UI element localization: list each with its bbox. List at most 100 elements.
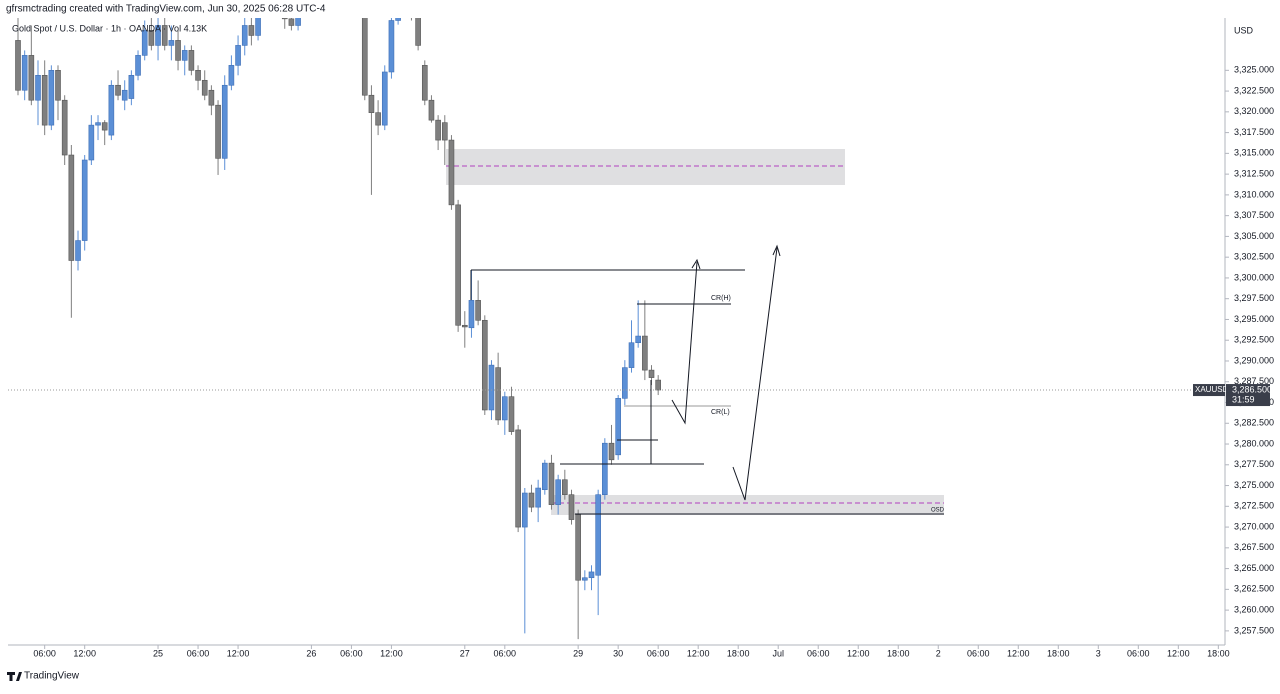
candle-body bbox=[248, 25, 255, 36]
candle-body bbox=[595, 494, 601, 576]
candle-body bbox=[148, 30, 155, 46]
countdown-text: 31:59 bbox=[1232, 394, 1255, 404]
candle-body bbox=[201, 79, 208, 96]
candle-body bbox=[235, 45, 241, 66]
candle-body bbox=[388, 20, 395, 73]
x-tick-label: 29 bbox=[573, 648, 583, 658]
price-tag-text: 3,286.500 bbox=[1232, 384, 1272, 394]
candle-body bbox=[15, 40, 21, 91]
x-tick-label: 27 bbox=[460, 648, 470, 658]
y-tick-label: 3,275.000 bbox=[1234, 480, 1274, 490]
candle-body bbox=[381, 71, 388, 126]
y-tick-label: 3,312.500 bbox=[1234, 169, 1274, 179]
candle-body bbox=[21, 55, 28, 91]
x-tick-label: 06:00 bbox=[807, 648, 830, 658]
candle-body bbox=[435, 119, 441, 141]
arrow-head bbox=[772, 244, 781, 257]
header-text: gfrsmctrading created with TradingView.c… bbox=[6, 4, 326, 15]
candle-body bbox=[522, 492, 528, 528]
x-tick-label: 06:00 bbox=[494, 648, 517, 658]
y-tick-label: 3,270.000 bbox=[1234, 521, 1274, 531]
brand-logo bbox=[7, 672, 22, 681]
y-tick-label: 3,292.500 bbox=[1234, 335, 1274, 345]
candle-body bbox=[555, 479, 561, 505]
y-tick-label: 3,300.000 bbox=[1234, 272, 1274, 282]
candle-body bbox=[75, 240, 81, 261]
y-tick-label: 3,290.000 bbox=[1234, 355, 1274, 365]
candle-body bbox=[488, 364, 495, 411]
candle-body bbox=[115, 84, 121, 96]
candle-body bbox=[88, 124, 95, 161]
candle-body bbox=[608, 442, 615, 461]
x-tick-label: 18:00 bbox=[1207, 648, 1230, 658]
candle-body bbox=[361, 18, 368, 96]
osd-label: OSD bbox=[931, 508, 945, 514]
candle-body bbox=[35, 75, 41, 101]
x-tick-label: 12:00 bbox=[380, 648, 403, 658]
candle-body bbox=[175, 40, 181, 61]
y-tick-label: 3,260.000 bbox=[1234, 604, 1274, 614]
y-tick-label: 3,305.000 bbox=[1234, 231, 1274, 241]
y-tick-label: 3,302.500 bbox=[1234, 252, 1274, 262]
candle-body bbox=[395, 18, 401, 21]
footer-brand: TradingView bbox=[24, 671, 80, 682]
candle-body bbox=[48, 70, 55, 126]
x-tick-label: 06:00 bbox=[33, 648, 56, 658]
candle-body bbox=[141, 30, 148, 56]
candle-body bbox=[108, 84, 115, 136]
candle-body bbox=[28, 55, 35, 101]
x-tick-label: 06:00 bbox=[1127, 648, 1150, 658]
x-tick-label: 12:00 bbox=[847, 648, 870, 658]
candle-body bbox=[615, 398, 621, 456]
candle-body bbox=[368, 94, 375, 113]
y-tick-label: 3,272.500 bbox=[1234, 501, 1274, 511]
candle-body bbox=[542, 462, 548, 491]
candle-body bbox=[288, 18, 295, 26]
cr-high-label: CR(H) bbox=[711, 295, 731, 302]
candle-body bbox=[602, 442, 608, 495]
y-tick-label: 3,277.500 bbox=[1234, 459, 1274, 469]
x-tick-label: 18:00 bbox=[887, 648, 910, 658]
candle-body bbox=[81, 159, 88, 241]
y-tick-label: 3,297.500 bbox=[1234, 293, 1274, 303]
candle-body bbox=[448, 139, 455, 206]
candle-body bbox=[502, 396, 508, 421]
candle-body bbox=[582, 577, 588, 581]
candle-body bbox=[508, 396, 515, 432]
candle-body bbox=[168, 40, 175, 46]
x-tick-label: 06:00 bbox=[340, 648, 363, 658]
x-tick-label: 12:00 bbox=[687, 648, 710, 658]
candle-body bbox=[228, 65, 235, 86]
candle-body bbox=[628, 342, 635, 368]
y-tick-label: 3,257.500 bbox=[1234, 625, 1274, 635]
candle-body bbox=[55, 70, 61, 101]
x-tick-label: 18:00 bbox=[1047, 648, 1070, 658]
y-tick-label: 3,262.500 bbox=[1234, 584, 1274, 594]
candle-body bbox=[461, 324, 468, 328]
y-tick-label: 3,307.500 bbox=[1234, 210, 1274, 220]
candle-body bbox=[622, 367, 628, 399]
candle-body bbox=[295, 18, 301, 26]
candle-body bbox=[562, 479, 568, 495]
candle-body bbox=[155, 25, 161, 46]
candle-body bbox=[135, 55, 141, 76]
x-tick-label: 26 bbox=[306, 648, 316, 658]
x-tick-label: 06:00 bbox=[647, 648, 670, 658]
y-tick-label: 3,325.000 bbox=[1234, 65, 1274, 75]
y-tick-label: 3,282.500 bbox=[1234, 418, 1274, 428]
candle-body bbox=[495, 367, 501, 421]
x-tick-label: 2 bbox=[936, 648, 941, 658]
cr-low-label: CR(L) bbox=[711, 409, 730, 416]
candle-body bbox=[441, 122, 448, 141]
demand-zone bbox=[551, 495, 944, 515]
candle-body bbox=[255, 18, 261, 36]
candle-body bbox=[188, 50, 195, 71]
y-tick-label: 3,310.000 bbox=[1234, 189, 1274, 199]
candle-body bbox=[515, 429, 521, 528]
x-tick-label: 3 bbox=[1096, 648, 1101, 658]
drawings bbox=[470, 244, 944, 515]
candle-body bbox=[421, 65, 428, 101]
header-bar bbox=[0, 0, 1280, 18]
x-tick-label: 25 bbox=[153, 648, 163, 658]
